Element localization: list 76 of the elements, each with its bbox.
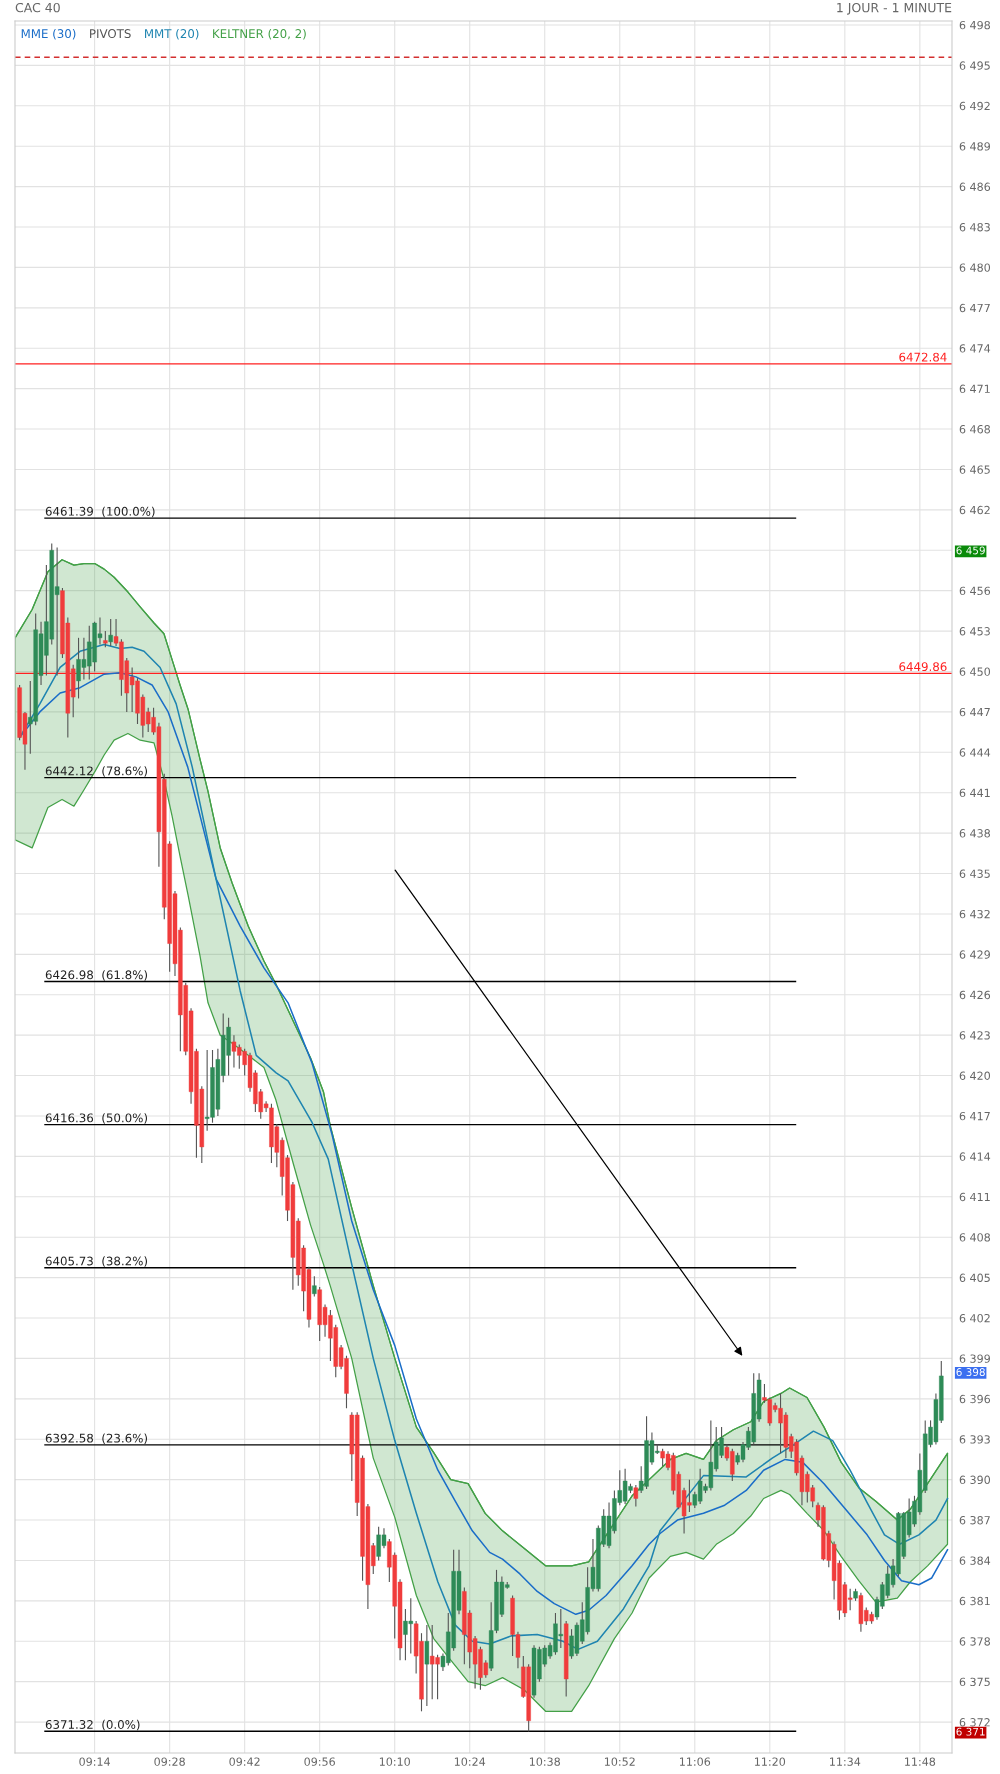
text: MMT (20) — [145, 28, 199, 40]
annotation: 6 459 — [956, 546, 985, 555]
x-tick-label: 09:42 — [229, 1757, 260, 1766]
y-tick-label: 6 495 — [959, 61, 990, 70]
x-tick-label: 11:34 — [830, 1757, 861, 1766]
y-tick-label: 6 381 — [959, 1596, 990, 1606]
y-tick-label: 6 483 — [959, 222, 990, 232]
ref-line-label: 6472.84 — [899, 352, 947, 362]
candlestick — [108, 618, 113, 647]
y-tick-label: 6 474 — [959, 344, 991, 353]
y-tick-label: 6 447 — [959, 707, 990, 717]
y-tick-label: 6 387 — [959, 1516, 990, 1525]
ref-line-label: 6442.12 (78.6%) — [45, 766, 148, 777]
x-tick-label: 10:52 — [604, 1757, 635, 1766]
ref-line-label: 6449.86 — [899, 662, 947, 672]
y-tick-label: 6 423 — [959, 1031, 990, 1040]
ref-line-label: 6405.73 (38.2%) — [45, 1256, 148, 1267]
candlestick — [633, 1484, 639, 1508]
y-tick-label: 6 432 — [959, 909, 990, 919]
y-tick-label: 6 480 — [959, 263, 991, 272]
ref-line-label: 6416.36 (50.0%) — [45, 1113, 148, 1124]
y-tick-label: 6 453 — [959, 627, 990, 636]
y-tick-label: 6 498 — [959, 20, 990, 30]
annotation: PIVOTS — [90, 29, 131, 39]
x-tick-label: 10:10 — [379, 1757, 410, 1766]
x-tick-label: 09:14 — [79, 1757, 110, 1766]
y-tick-label: 6 489 — [959, 142, 990, 151]
y-tick-label: 6 384 — [959, 1556, 991, 1565]
y-tick-label: 6 396 — [959, 1394, 991, 1404]
text: MME (30) — [21, 28, 76, 40]
annotation: 6 398 — [956, 1368, 985, 1376]
y-tick-label: 6 429 — [959, 950, 990, 959]
y-tick-label: 6 468 — [959, 425, 990, 434]
y-tick-label: 6 486 — [959, 182, 991, 191]
y-tick-label: 6 444 — [959, 748, 991, 757]
y-tick-label: 6 372 — [959, 1718, 990, 1727]
ref-line-label: 6371.32 (0.0%) — [45, 1719, 140, 1731]
y-tick-label: 6 414 — [959, 1152, 991, 1161]
y-tick-label: 6 411 — [959, 1192, 990, 1202]
candlestick — [424, 1624, 430, 1707]
y-tick-label: 6 438 — [959, 829, 990, 838]
chart-subtitle: 1 JOUR - 1 MINUTE — [837, 2, 952, 15]
y-tick-label: 6 402 — [959, 1313, 990, 1323]
y-tick-label: 6 408 — [959, 1233, 990, 1242]
y-tick-label: 6 393 — [959, 1435, 990, 1444]
ref-line-label: 6461.39 (100.0%) — [45, 506, 155, 518]
x-tick-label: 11:06 — [680, 1757, 711, 1766]
y-tick-label: 6 378 — [959, 1637, 990, 1646]
y-tick-label: 6 462 — [959, 505, 990, 515]
x-tick-label: 09:56 — [304, 1757, 335, 1766]
y-tick-label: 6 417 — [959, 1111, 990, 1121]
chart-title: CAC 40 — [15, 2, 60, 13]
y-tick-label: 6 477 — [959, 303, 990, 313]
annotation: 6 371 — [956, 1727, 985, 1736]
y-tick-label: 6 492 — [959, 101, 990, 111]
x-tick-label: 10:24 — [454, 1757, 486, 1766]
y-tick-label: 6 375 — [959, 1677, 990, 1687]
y-tick-label: 6 441 — [959, 788, 990, 798]
y-tick-label: 6 465 — [959, 465, 990, 474]
y-tick-label: 6 456 — [959, 586, 991, 596]
x-tick-label: 11:20 — [755, 1757, 786, 1766]
y-tick-label: 6 405 — [959, 1273, 990, 1282]
x-tick-label: 10:38 — [529, 1757, 560, 1766]
y-tick-label: 6 450 — [959, 667, 991, 676]
y-tick-label: 6 390 — [959, 1475, 991, 1485]
x-tick-label: 11:48 — [905, 1757, 936, 1766]
ref-line-label: 6392.58 (23.6%) — [45, 1433, 148, 1444]
ref-line-label: 6426.98 (61.8%) — [45, 970, 148, 981]
y-tick-label: 6 399 — [959, 1354, 990, 1363]
y-tick-label: 6 435 — [959, 869, 990, 878]
y-tick-label: 6 426 — [959, 990, 991, 1000]
x-tick-label: 09:28 — [154, 1757, 185, 1766]
y-tick-label: 6 471 — [959, 384, 990, 394]
candlestick — [312, 1275, 317, 1298]
text: KELTNER (20, 2) — [213, 28, 306, 40]
y-tick-label: 6 420 — [959, 1071, 991, 1080]
